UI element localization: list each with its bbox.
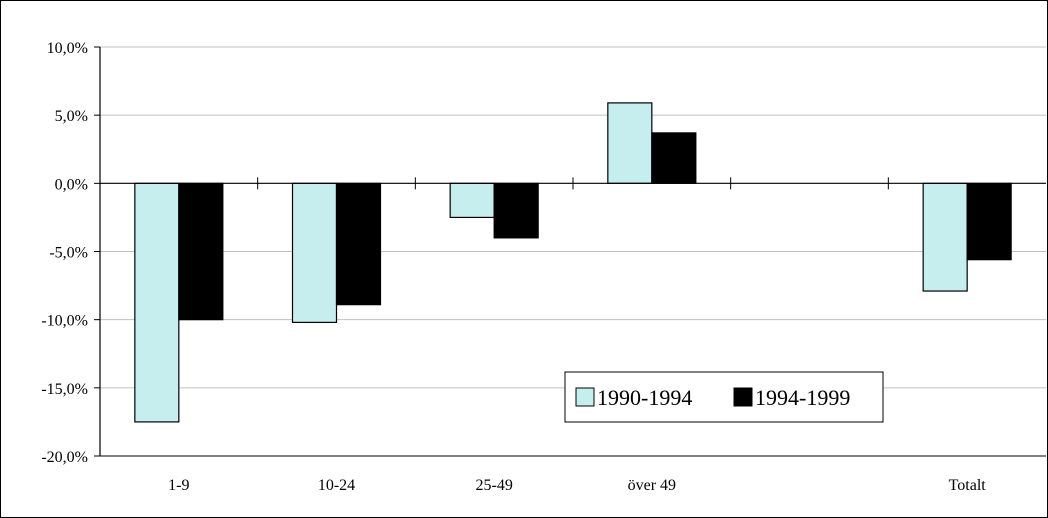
legend: 1990-1994 1994-1999 <box>564 371 884 423</box>
x-tick-label: 25-49 <box>476 477 513 494</box>
x-tick-label: 1-9 <box>168 477 189 494</box>
bar-1990-1994-1-9 <box>134 182 180 423</box>
bar-1994-1999-Totalt <box>966 182 1012 261</box>
legend-box <box>564 371 884 423</box>
legend-label-1990-1994: 1990-1994 <box>597 385 692 410</box>
bar-1994-1999-över-49 <box>651 132 697 184</box>
bar-1990-1994-över-49 <box>607 102 653 184</box>
y-tick-label: 0,0% <box>55 176 88 193</box>
y-tick-label: 10,0% <box>47 40 88 57</box>
bars <box>134 102 1012 423</box>
legend-swatch-1990-1994 <box>575 387 595 407</box>
legend-label-1994-1999: 1994-1999 <box>755 385 850 410</box>
y-tick-label: -20,0% <box>41 449 88 466</box>
bar-1990-1994-Totalt <box>922 182 968 292</box>
bar-1994-1999-25-49 <box>493 182 539 239</box>
x-tick-label: 10-24 <box>318 477 355 494</box>
x-tick-label: över 49 <box>628 477 676 494</box>
y-tick-label: -15,0% <box>41 381 88 398</box>
bar-1994-1999-10-24 <box>335 182 382 306</box>
y-tick-label: -10,0% <box>41 313 88 330</box>
bar-1990-1994-25-49 <box>449 182 495 219</box>
grid-lines <box>100 46 1046 389</box>
tick-labels: 10,0% 5,0% 0,0% -5,0% -10,0% -15,0% -20,0% 1-9 1… <box>41 40 986 494</box>
y-tick-label: 5,0% <box>55 108 88 125</box>
bar-1990-1994-10-24 <box>291 182 338 323</box>
x-tick-label: Totalt <box>949 477 987 494</box>
legend-swatch-1994-1999 <box>733 387 753 407</box>
bar-1994-1999-1-9 <box>178 182 224 321</box>
axes <box>94 46 1046 457</box>
y-tick-label: -5,0% <box>49 245 88 262</box>
